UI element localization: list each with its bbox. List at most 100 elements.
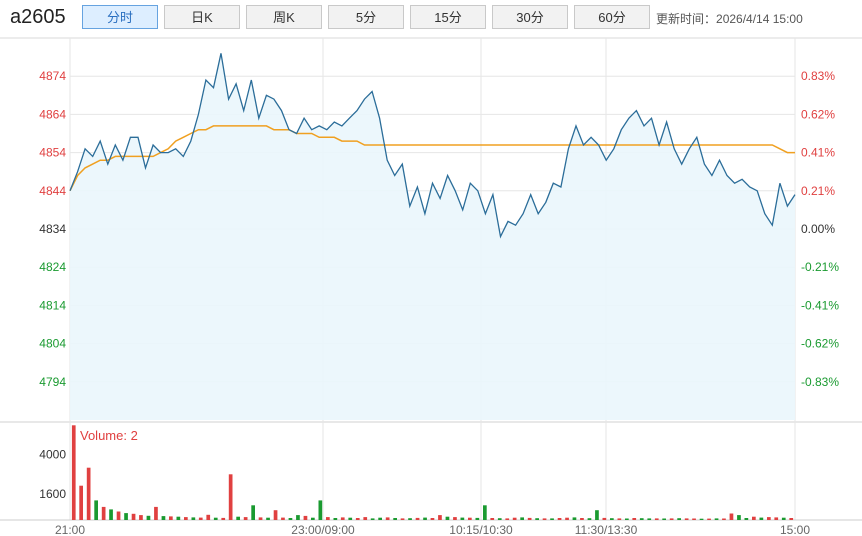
volume-bar bbox=[296, 515, 300, 520]
volume-bar bbox=[221, 517, 226, 520]
volume-bar bbox=[632, 518, 637, 520]
volume-bar bbox=[535, 518, 539, 520]
pct-tick-label: 0.00% bbox=[801, 222, 835, 236]
volume-bar bbox=[699, 518, 704, 520]
volume-bar bbox=[340, 517, 345, 520]
price-line bbox=[69, 53, 796, 239]
volume-bar bbox=[669, 518, 674, 520]
volume-bar bbox=[625, 518, 629, 520]
volume-bar bbox=[781, 517, 786, 520]
volume-bar bbox=[116, 511, 121, 520]
volume-bar bbox=[610, 518, 614, 520]
pct-tick-label: 0.21% bbox=[801, 184, 835, 198]
volume-bar bbox=[273, 510, 278, 520]
volume-bar bbox=[565, 517, 569, 520]
volume-bar bbox=[355, 518, 360, 520]
volume-bar bbox=[490, 518, 495, 520]
tab-15min[interactable]: 15分 bbox=[410, 5, 486, 29]
volume-bar bbox=[692, 518, 696, 520]
pct-tick-label: -0.21% bbox=[801, 260, 839, 274]
volume-bar bbox=[483, 505, 487, 520]
volume-bar bbox=[139, 515, 143, 520]
volume-bar bbox=[744, 518, 749, 520]
volume-bar bbox=[184, 517, 188, 520]
volume-bar bbox=[198, 517, 203, 520]
volume-bar bbox=[453, 517, 457, 520]
volume-bar bbox=[191, 517, 196, 520]
volume-bar bbox=[206, 514, 211, 520]
tab-intraday[interactable]: 分时 bbox=[82, 5, 158, 29]
volume-bar bbox=[438, 515, 442, 520]
x-tick-label: 23:00/09:00 bbox=[291, 523, 355, 536]
volume-tick-label: 4000 bbox=[39, 448, 66, 462]
volume-bar bbox=[236, 516, 240, 520]
volume-bar bbox=[86, 467, 91, 520]
tab-weekly-k[interactable]: 周K bbox=[246, 5, 322, 29]
volume-bar bbox=[512, 517, 517, 520]
volume-bar bbox=[154, 506, 158, 520]
volume-bar bbox=[767, 517, 771, 520]
tab-60min[interactable]: 60分 bbox=[574, 5, 650, 29]
volume-bar bbox=[101, 506, 106, 520]
volume-bar bbox=[677, 518, 681, 520]
price-area-fill bbox=[70, 53, 795, 421]
volume-label: Volume: 2 bbox=[80, 428, 138, 443]
volume-bar bbox=[258, 517, 263, 520]
x-tick-label: 21:00 bbox=[55, 523, 85, 536]
volume-bar bbox=[363, 517, 368, 520]
volume-bar bbox=[243, 517, 248, 520]
volume-bar bbox=[460, 517, 465, 520]
volume-bar bbox=[109, 509, 113, 520]
volume-bar bbox=[468, 517, 472, 520]
x-tick-label: 15:00 bbox=[780, 523, 810, 536]
volume-bar bbox=[542, 518, 547, 520]
volume-bar bbox=[124, 513, 128, 520]
y-tick-label: 4874 bbox=[39, 69, 66, 83]
volume-tick-label: 1600 bbox=[39, 487, 66, 501]
y-tick-label: 4864 bbox=[39, 107, 66, 121]
volume-bar bbox=[161, 516, 166, 520]
volume-bar bbox=[580, 518, 584, 520]
y-tick-label: 4814 bbox=[39, 298, 66, 312]
x-tick-label: 11:30/13:30 bbox=[575, 523, 638, 536]
volume-bar bbox=[714, 518, 719, 520]
volume-bar bbox=[520, 517, 524, 520]
volume-bar bbox=[662, 518, 666, 520]
x-tick-label: 10:15/10:30 bbox=[449, 523, 513, 536]
volume-bar bbox=[497, 518, 502, 520]
volume-bar bbox=[639, 518, 644, 520]
symbol-title: a2605 bbox=[10, 6, 66, 28]
volume-bar bbox=[550, 518, 554, 520]
volume-bar bbox=[415, 517, 420, 520]
volume-bar bbox=[213, 517, 218, 520]
y-tick-label: 4854 bbox=[39, 146, 66, 160]
volume-bar bbox=[707, 518, 711, 520]
volume-bar bbox=[729, 513, 734, 520]
volume-bar bbox=[311, 517, 315, 520]
tab-5min[interactable]: 5分 bbox=[328, 5, 404, 29]
tab-30min[interactable]: 30分 bbox=[492, 5, 568, 29]
volume-bar bbox=[333, 518, 338, 520]
pct-tick-label: -0.41% bbox=[801, 298, 839, 312]
pct-tick-label: 0.83% bbox=[801, 69, 835, 83]
y-tick-label: 4804 bbox=[39, 337, 66, 351]
volume-bar bbox=[393, 518, 397, 520]
volume-bar bbox=[647, 518, 652, 520]
tab-daily-k[interactable]: 日K bbox=[164, 5, 240, 29]
volume-bar bbox=[326, 517, 330, 520]
pct-tick-label: -0.62% bbox=[801, 337, 839, 351]
intraday-chart: 4874 0.83% 4864 0.62% 4854 0.41% 4844 0.21% 4834… bbox=[0, 37, 862, 536]
volume-bar bbox=[370, 518, 375, 520]
volume-bar bbox=[288, 518, 293, 520]
pct-tick-label: -0.83% bbox=[801, 375, 839, 389]
volume-bar bbox=[654, 518, 659, 520]
volume-bar bbox=[318, 500, 323, 520]
volume-bar bbox=[303, 515, 308, 520]
volume-bar bbox=[131, 513, 136, 520]
volume-bar bbox=[423, 517, 427, 520]
pct-tick-label: 0.41% bbox=[801, 146, 835, 160]
volume-bar bbox=[251, 505, 255, 520]
y-tick-label: 4844 bbox=[39, 184, 66, 198]
volume-bar bbox=[281, 517, 285, 520]
volume-bar bbox=[684, 518, 689, 520]
